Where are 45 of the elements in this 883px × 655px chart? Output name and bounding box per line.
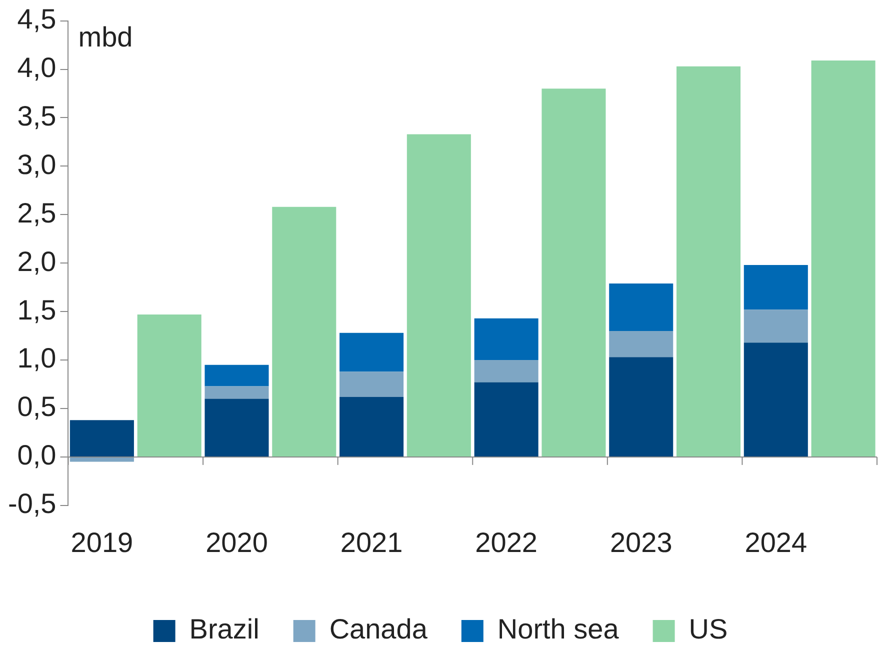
y-tick-label: 1,0 — [17, 342, 56, 374]
x-tick-label: 2023 — [610, 526, 672, 558]
bar — [744, 342, 808, 456]
y-tick-label: 4,5 — [17, 4, 56, 35]
y-tick-label: 0,0 — [17, 440, 56, 471]
bar — [744, 265, 808, 310]
bar — [340, 372, 404, 397]
x-tick-label: 2022 — [475, 526, 538, 558]
bar — [204, 398, 269, 456]
bar — [272, 206, 336, 456]
bar — [70, 420, 134, 456]
bar — [609, 330, 674, 358]
y-tick-label: 4,0 — [17, 52, 56, 83]
x-tick-label: 2021 — [340, 526, 403, 558]
legend-label: US — [688, 614, 728, 645]
bar — [340, 332, 404, 372]
bar — [744, 310, 808, 343]
y-tick-label: -0,5 — [8, 488, 56, 520]
bar — [609, 283, 674, 331]
bar — [474, 360, 538, 382]
x-tick-label: 2020 — [206, 526, 268, 558]
y-tick-label: 0,5 — [17, 391, 56, 422]
legend-label: North sea — [497, 614, 620, 645]
bar — [340, 396, 404, 456]
legend-label: Brazil — [189, 614, 260, 645]
x-tick-label: 2019 — [70, 526, 134, 558]
y-axis-title: mbd — [78, 22, 133, 53]
bar — [474, 382, 538, 456]
y-tick-label: 2,0 — [17, 246, 56, 277]
x-tick-label: 2024 — [744, 526, 808, 558]
bar — [609, 357, 674, 456]
y-tick-label: 1,5 — [17, 294, 56, 326]
legend-label: Canada — [329, 614, 428, 645]
bar — [811, 60, 876, 456]
bar — [474, 318, 538, 360]
y-tick-label: 3,5 — [17, 100, 56, 132]
bar — [676, 66, 741, 456]
y-tick-label: 2,5 — [17, 197, 56, 228]
bar — [406, 134, 471, 456]
bar — [204, 386, 269, 399]
bar — [137, 314, 202, 456]
y-tick-label: 3,0 — [17, 148, 56, 180]
bar — [542, 88, 606, 456]
bar — [70, 457, 134, 462]
bar — [204, 364, 269, 386]
